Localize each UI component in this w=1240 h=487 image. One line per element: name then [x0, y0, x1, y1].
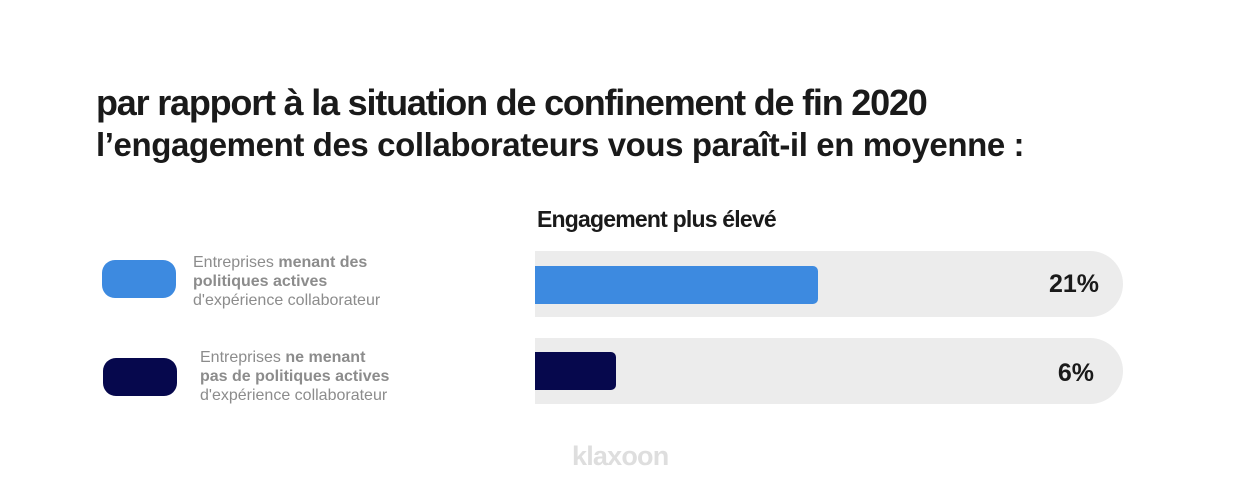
legend-label-inactive-pre: Entreprises [200, 349, 286, 366]
legend-label-active-pre: Entreprises [193, 254, 279, 271]
value-label-inactive: 6% [1057, 359, 1094, 387]
bar-inactive [535, 352, 616, 390]
bar-track-inactive [535, 338, 1123, 404]
legend-label-active-bold-1: menant des [278, 254, 368, 271]
value-label-active: 21% [1048, 270, 1099, 298]
chart-title: par rapport à la situation de confinemen… [96, 82, 928, 123]
legend-label-inactive-bold-2: pas de politiques actives [200, 368, 390, 385]
legend-label-inactive-bold-1: ne menant [285, 349, 366, 366]
legend-label-inactive-post: d'expérience collaborateur [200, 387, 388, 404]
legend-label-active-bold-line2: politiques actives [193, 273, 327, 290]
legend-label-active: Entreprises menant des politiques active… [193, 253, 380, 310]
legend-label-active-bold-2: politiques actives [193, 273, 328, 290]
legend-swatch-active [102, 260, 176, 298]
bar-active [535, 266, 818, 304]
legend-label-active-post: d'expérience collaborateur [193, 292, 381, 309]
section-title: Engagement plus élevé [537, 206, 777, 232]
legend-label-active-bold: menant des [278, 254, 367, 271]
chart-subtitle: l’engagement des collaborateurs vous par… [96, 126, 1025, 163]
legend-label-inactive-bold-line2: pas de politiques actives [200, 368, 389, 385]
klaxoon-logo: klaxoon [572, 441, 669, 471]
legend-label-inactive-bold: ne menant [285, 349, 365, 366]
legend-label-inactive: Entreprises ne menant pas de politiques … [200, 348, 389, 405]
legend-swatch-inactive [103, 358, 177, 396]
